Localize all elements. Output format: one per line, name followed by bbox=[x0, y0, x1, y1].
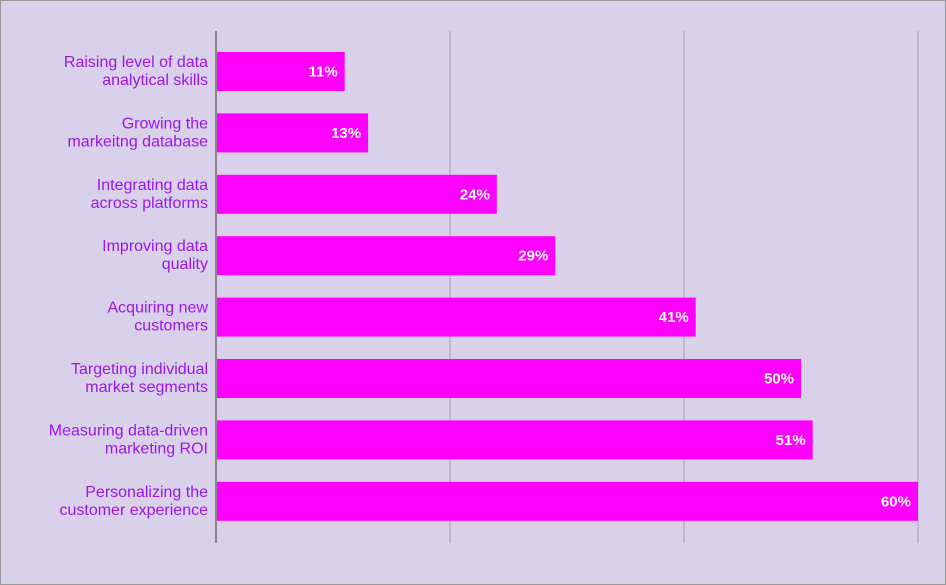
category-label-3: Integrating data across platforms bbox=[91, 177, 208, 212]
value-label-8: 60% bbox=[881, 493, 911, 510]
value-label-7: 51% bbox=[776, 432, 806, 449]
value-label-5: 41% bbox=[659, 309, 689, 326]
category-label-4: Improving data quality bbox=[102, 238, 208, 273]
category-label-line: markeitng database bbox=[67, 133, 208, 150]
category-labels: Raising level of data analytical skills Gr… bbox=[49, 54, 209, 519]
category-label-line: Integrating data bbox=[97, 177, 208, 194]
category-label-8: Personalizing the customer experience bbox=[59, 484, 208, 519]
bar-6 bbox=[217, 359, 801, 398]
category-label-line: Measuring data-driven bbox=[49, 422, 208, 439]
category-label-line: Raising level of data bbox=[64, 54, 208, 71]
bars bbox=[217, 52, 918, 521]
bar-7 bbox=[217, 420, 813, 460]
category-label-line: analytical skills bbox=[102, 72, 208, 89]
bar-8 bbox=[217, 481, 918, 521]
value-label-4: 29% bbox=[518, 248, 548, 265]
category-label-7: Measuring data-driven marketing ROI bbox=[49, 422, 208, 457]
category-label-line: quality bbox=[162, 256, 208, 273]
value-labels: 11% 13% 24% 29% 41% 50% 51% 60% bbox=[308, 64, 911, 511]
category-label-5: Acquiring new customers bbox=[108, 300, 209, 335]
gridlines bbox=[449, 31, 919, 543]
value-label-1: 11% bbox=[308, 64, 337, 81]
category-label-line: customer experience bbox=[59, 502, 208, 519]
category-label-line: Improving data bbox=[102, 238, 208, 255]
category-label-line: customers bbox=[134, 318, 208, 335]
category-label-line: Personalizing the bbox=[85, 484, 208, 501]
bar-2 bbox=[217, 113, 369, 153]
category-label-line: Acquiring new bbox=[108, 300, 209, 317]
bar-5 bbox=[217, 297, 696, 337]
category-label-line: Targeting individual bbox=[71, 361, 208, 378]
category-label-6: Targeting individual market segments bbox=[71, 361, 208, 396]
category-label-line: marketing ROI bbox=[105, 440, 208, 457]
bar-3 bbox=[217, 174, 497, 214]
value-label-6: 50% bbox=[764, 371, 794, 388]
value-label-3: 24% bbox=[460, 186, 490, 203]
category-label-line: Growing the bbox=[122, 115, 208, 132]
bar-1 bbox=[217, 52, 345, 91]
bar-4 bbox=[217, 236, 556, 276]
value-label-2: 13% bbox=[331, 125, 361, 142]
category-label-2: Growing the markeitng database bbox=[67, 115, 208, 150]
category-label-line: across platforms bbox=[91, 195, 208, 212]
category-label-line: market segments bbox=[85, 379, 208, 396]
category-label-1: Raising level of data analytical skills bbox=[64, 54, 208, 89]
